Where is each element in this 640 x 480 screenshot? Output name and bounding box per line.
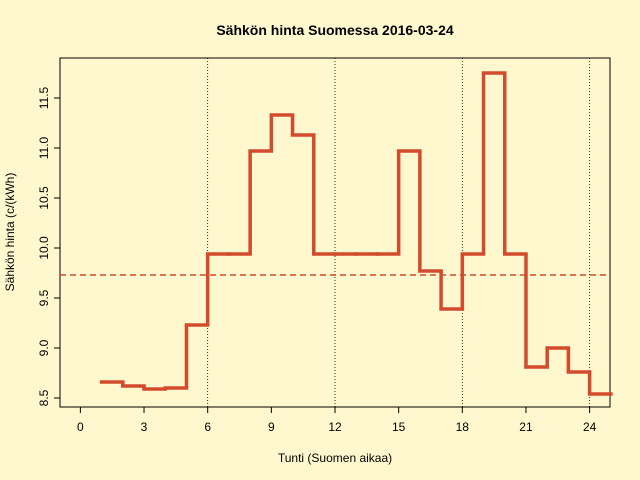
y-tick-label: 11.0 (37, 136, 51, 159)
x-tick-label: 24 (583, 420, 597, 434)
y-tick-label: 10.5 (37, 186, 51, 210)
x-axis-label: Tunti (Suomen aikaa) (278, 451, 392, 465)
x-tick-label: 0 (77, 420, 84, 434)
x-tick-label: 15 (392, 420, 406, 434)
y-axis-label: Sähkön hinta (c/(kWh) (3, 173, 17, 292)
x-tick-label: 6 (204, 420, 211, 434)
chart-title: Sähkön hinta Suomessa 2016-03-24 (216, 22, 454, 38)
y-tick-label: 11.5 (37, 86, 51, 109)
x-tick-label: 3 (141, 420, 148, 434)
y-tick-label: 10.0 (37, 236, 51, 260)
x-tick-label: 18 (456, 420, 470, 434)
x-tick-label: 12 (328, 420, 342, 434)
x-tick-label: 21 (519, 420, 533, 434)
y-tick-label: 8.5 (37, 389, 51, 406)
x-tick-label: 9 (268, 420, 275, 434)
y-tick-label: 9.5 (37, 289, 51, 306)
y-tick-label: 9.0 (37, 339, 51, 356)
